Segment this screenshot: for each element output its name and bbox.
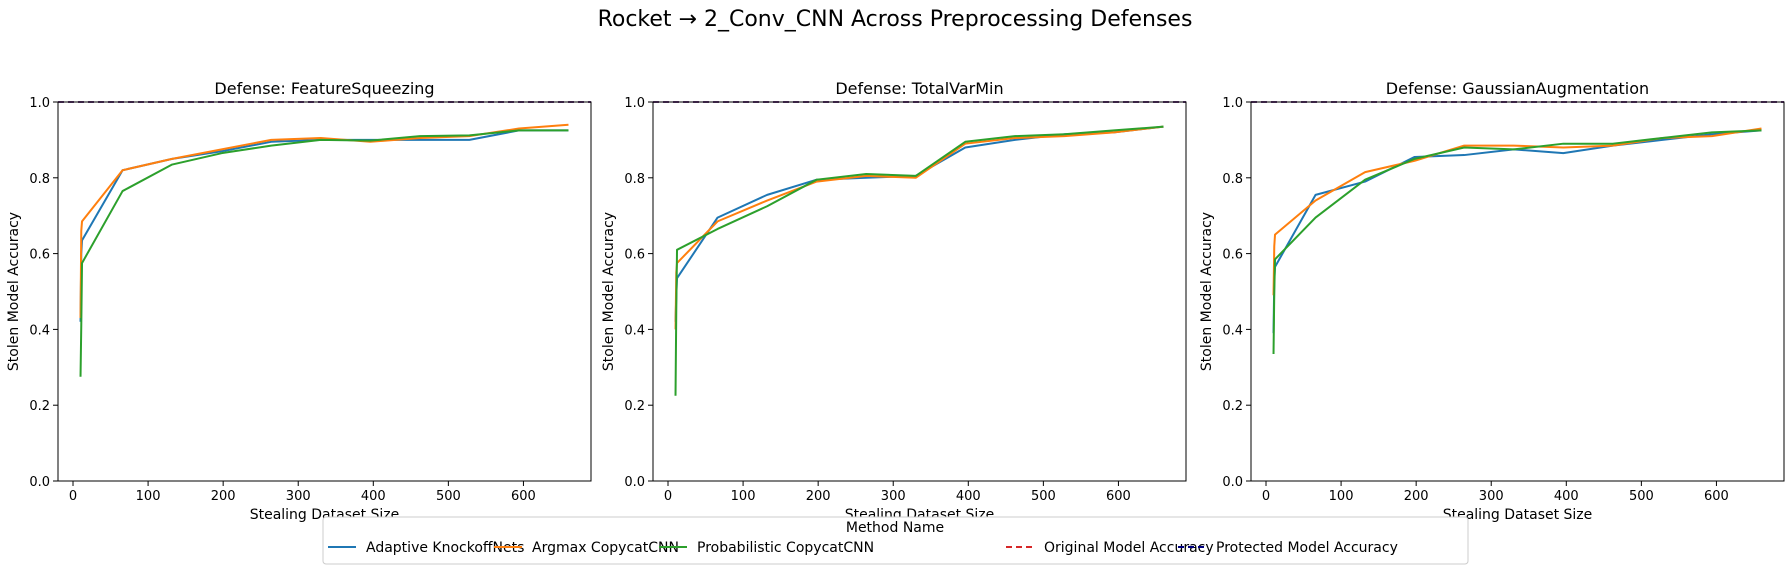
series-line-adaptive-knockoffnets: [1272, 129, 1762, 334]
y-tick-label: 0.8: [1222, 172, 1243, 187]
panel-2: Defense: TotalVarMin 0 100 200 300 400 500 600 0…: [601, 79, 1187, 523]
y-tick-label: 0.0: [1222, 475, 1243, 490]
y-tick-label: 1.0: [1222, 96, 1243, 111]
panel-1: Defense: FeatureSqueezing 0 100 200 300 400 50…: [6, 79, 592, 523]
legend-label: Adaptive KnockoffNets: [366, 540, 524, 556]
y-tick-label: 0.2: [624, 399, 645, 414]
x-tick-label: 0: [664, 489, 672, 504]
plot-frame: [1250, 101, 1785, 482]
y-tick-label: 0.6: [1222, 248, 1243, 263]
series-line-probabilistic-copycatcnn: [674, 125, 1164, 396]
legend-label: Argmax CopycatCNN: [532, 540, 679, 556]
series-line-probabilistic-copycatcnn: [1272, 129, 1762, 355]
y-tick-label: 0.6: [29, 248, 50, 263]
x-tick-label: 200: [806, 489, 831, 504]
x-tick-label: 500: [1629, 489, 1654, 504]
y-axis-label: Stolen Model Accuracy: [1199, 212, 1215, 371]
panel-title: Defense: GaussianAugmentation: [1386, 79, 1649, 98]
x-tick-label: 100: [1329, 489, 1354, 504]
y-axis-label: Stolen Model Accuracy: [601, 212, 617, 371]
y-tick-label: 0.0: [29, 475, 50, 490]
x-tick-label: 500: [1031, 489, 1056, 504]
legend-label: Protected Model Accuracy: [1216, 540, 1398, 556]
x-tick-label: 300: [881, 489, 906, 504]
y-tick-label: 0.6: [624, 248, 645, 263]
x-tick-label: 0: [1262, 489, 1270, 504]
x-tick-label: 600: [1704, 489, 1729, 504]
x-tick-label: 100: [731, 489, 756, 504]
x-axis-label: Stealing Dataset Size: [1443, 507, 1593, 523]
y-tick-label: 0.8: [624, 172, 645, 187]
x-tick-label: 600: [511, 489, 536, 504]
series-line-argmax-copycatcnn: [1272, 127, 1762, 296]
series-line-argmax-copycatcnn: [79, 123, 569, 319]
x-tick-label: 400: [361, 489, 386, 504]
legend: Method Name Adaptive KnockoffNets Argmax …: [322, 516, 1469, 565]
y-tick-label: 0.8: [29, 172, 50, 187]
y-axis-label: Stolen Model Accuracy: [6, 212, 22, 371]
legend-label: Probabilistic CopycatCNN: [697, 540, 874, 556]
legend-title: Method Name: [846, 520, 944, 536]
y-tick-label: 0.4: [29, 323, 50, 338]
x-tick-label: 400: [956, 489, 981, 504]
x-tick-label: 0: [69, 489, 77, 504]
y-tick-label: 1.0: [29, 96, 50, 111]
x-tick-label: 200: [211, 489, 236, 504]
y-tick-label: 0.0: [624, 475, 645, 490]
legend-label: Original Model Accuracy: [1044, 540, 1214, 556]
series-line-probabilistic-copycatcnn: [79, 129, 569, 377]
panels: Defense: FeatureSqueezing 0 100 200 300 400 50…: [6, 79, 1785, 523]
series-line-argmax-copycatcnn: [674, 125, 1164, 330]
figure-title: Rocket → 2_Conv_CNN Across Preprocessing…: [598, 7, 1193, 32]
plot-frame: [652, 101, 1187, 482]
legend-frame: [322, 516, 1469, 565]
x-tick-label: 500: [436, 489, 461, 504]
y-tick-label: 0.4: [1222, 323, 1243, 338]
y-tick-label: 0.2: [1222, 399, 1243, 414]
panel-title: Defense: FeatureSqueezing: [214, 79, 434, 98]
x-tick-label: 400: [1554, 489, 1579, 504]
x-tick-label: 300: [1479, 489, 1504, 504]
panel-3: Defense: GaussianAugmentation 0 100 200 300 4…: [1199, 79, 1785, 523]
x-tick-label: 100: [136, 489, 161, 504]
y-tick-label: 0.4: [624, 323, 645, 338]
y-tick-label: 1.0: [624, 96, 645, 111]
y-tick-label: 0.2: [29, 399, 50, 414]
series-line-adaptive-knockoffnets: [674, 125, 1164, 322]
x-tick-label: 200: [1404, 489, 1429, 504]
x-tick-label: 300: [286, 489, 311, 504]
series-line-adaptive-knockoffnets: [79, 129, 569, 322]
plot-frame: [57, 101, 592, 482]
x-tick-label: 600: [1106, 489, 1131, 504]
panel-title: Defense: TotalVarMin: [835, 79, 1003, 98]
